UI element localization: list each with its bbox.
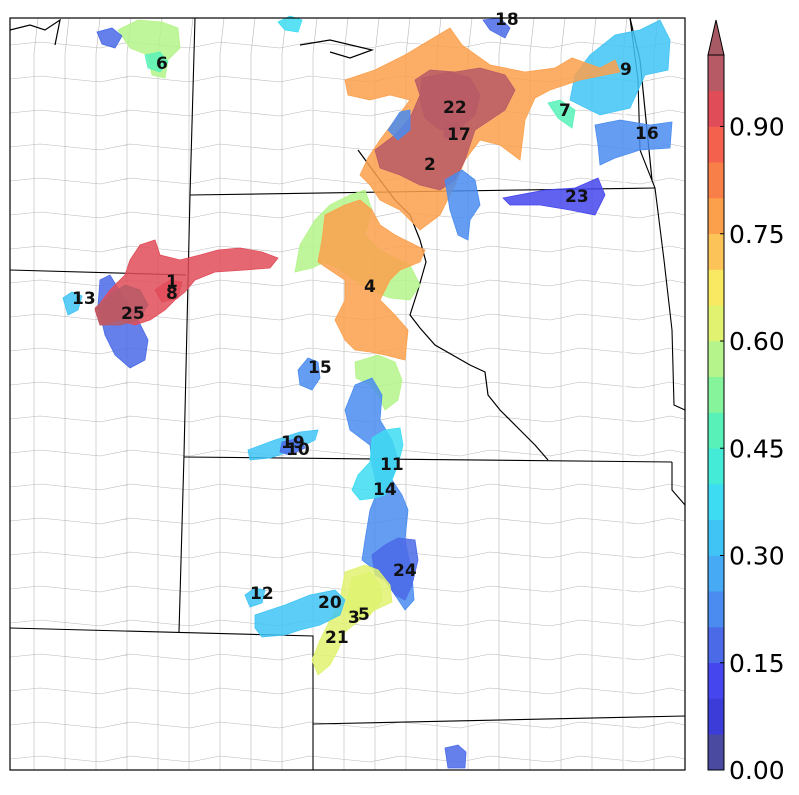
object-label-23: 23 <box>565 187 589 207</box>
region-ks-blue <box>444 744 467 769</box>
region-5 <box>344 571 383 623</box>
object-label-5: 5 <box>358 605 370 625</box>
object-label-13: 13 <box>72 289 96 309</box>
colorbar-bin <box>708 376 724 413</box>
colorbar-bin <box>708 341 724 378</box>
region-11 <box>351 427 404 501</box>
colorbar-extend-triangle <box>707 19 725 56</box>
state-border-north-south <box>178 17 196 633</box>
colorbar-bin <box>708 484 724 521</box>
map-frame <box>9 17 686 771</box>
region-4 <box>317 199 426 361</box>
object-label-7: 7 <box>559 101 571 121</box>
state-border-ia <box>671 462 686 506</box>
region-top-cyan <box>277 15 303 33</box>
region-15 <box>297 357 321 391</box>
object-label-14: 14 <box>373 480 397 500</box>
region-17 <box>443 121 463 141</box>
colorbar-bin <box>708 448 724 485</box>
object-label-3: 3 <box>348 608 360 628</box>
object-label-2: 2 <box>424 155 436 175</box>
region-blue-small <box>387 109 411 141</box>
object-label-24: 24 <box>393 561 417 581</box>
state-border-mn <box>629 17 686 411</box>
colorbar-tick-label: 0.30 <box>729 542 785 571</box>
colorbar-bin <box>708 198 724 235</box>
colorbar-tick-label: 0.45 <box>729 434 785 463</box>
river-nw <box>9 18 61 46</box>
state-border-co <box>9 627 314 770</box>
river-missouri-upper <box>299 39 375 59</box>
region-13 <box>62 291 83 316</box>
colorbar-tick-label: 0.90 <box>729 113 785 142</box>
colorbar-bin <box>708 126 724 163</box>
object-label-18: 18 <box>495 10 519 30</box>
object-label-12: 12 <box>250 584 274 604</box>
object-label-19: 19 <box>281 433 305 453</box>
region-6-green <box>144 51 169 73</box>
object-label-8: 8 <box>166 284 178 304</box>
colorbar-bin <box>708 269 724 306</box>
colorbar-tick-label: 0.75 <box>729 220 785 249</box>
colorbar-bins <box>708 55 724 771</box>
colorbar-tick-label: 0.15 <box>729 649 785 678</box>
colorbar-frame <box>707 54 725 771</box>
region-8 <box>154 279 183 303</box>
colorbar-bin <box>708 305 724 342</box>
colorbar-bin <box>708 412 724 449</box>
colorbar-bin <box>708 734 724 771</box>
colorbar-bin <box>708 233 724 270</box>
colorbar-bin <box>708 90 724 127</box>
colorbar-bin <box>708 555 724 592</box>
object-label-20: 20 <box>318 593 342 613</box>
object-label-17: 17 <box>447 125 471 145</box>
colorbar-bin <box>708 55 724 92</box>
probability-regions <box>62 15 673 769</box>
object-label-15: 15 <box>308 358 332 378</box>
region-east-blue <box>444 169 481 241</box>
colorbar-tick-label: 0.00 <box>729 756 785 785</box>
region-6-blue <box>96 27 123 49</box>
region-12 <box>244 587 266 608</box>
region-20 <box>254 589 346 638</box>
colorbar-bin <box>708 627 724 664</box>
colorbar-bin <box>708 698 724 735</box>
region-22 <box>419 71 481 131</box>
state-border-ks <box>312 715 686 725</box>
region-23 <box>502 177 606 216</box>
colorbar: 0.00 0.15 0.30 0.45 0.60 0.75 0.90 <box>707 19 785 785</box>
region-25 <box>94 284 149 326</box>
region-19 <box>279 437 306 456</box>
colorbar-bin <box>708 162 724 199</box>
object-label-25: 25 <box>121 304 145 324</box>
object-label-9: 9 <box>620 60 632 80</box>
object-label-21: 21 <box>325 628 349 648</box>
object-label-10: 10 <box>286 440 310 460</box>
object-label-6: 6 <box>156 54 168 74</box>
colorbar-bin <box>708 591 724 628</box>
object-labels: 18 6 9 22 7 17 16 2 23 1 8 4 13 25 15 19… <box>72 10 659 648</box>
object-label-16: 16 <box>635 124 659 144</box>
region-9 <box>569 19 671 116</box>
colorbar-ticks: 0.00 0.15 0.30 0.45 0.60 0.75 0.90 <box>720 113 785 785</box>
region-7 <box>547 99 576 129</box>
colorbar-bin <box>708 519 724 556</box>
object-label-1: 1 <box>166 272 178 292</box>
region-16 <box>594 119 673 166</box>
object-label-11: 11 <box>380 455 404 475</box>
colorbar-tick-label: 0.60 <box>729 327 785 356</box>
colorbar-bin <box>708 662 724 699</box>
object-label-22: 22 <box>443 98 467 118</box>
object-label-4: 4 <box>364 277 376 297</box>
map-background <box>10 18 685 770</box>
